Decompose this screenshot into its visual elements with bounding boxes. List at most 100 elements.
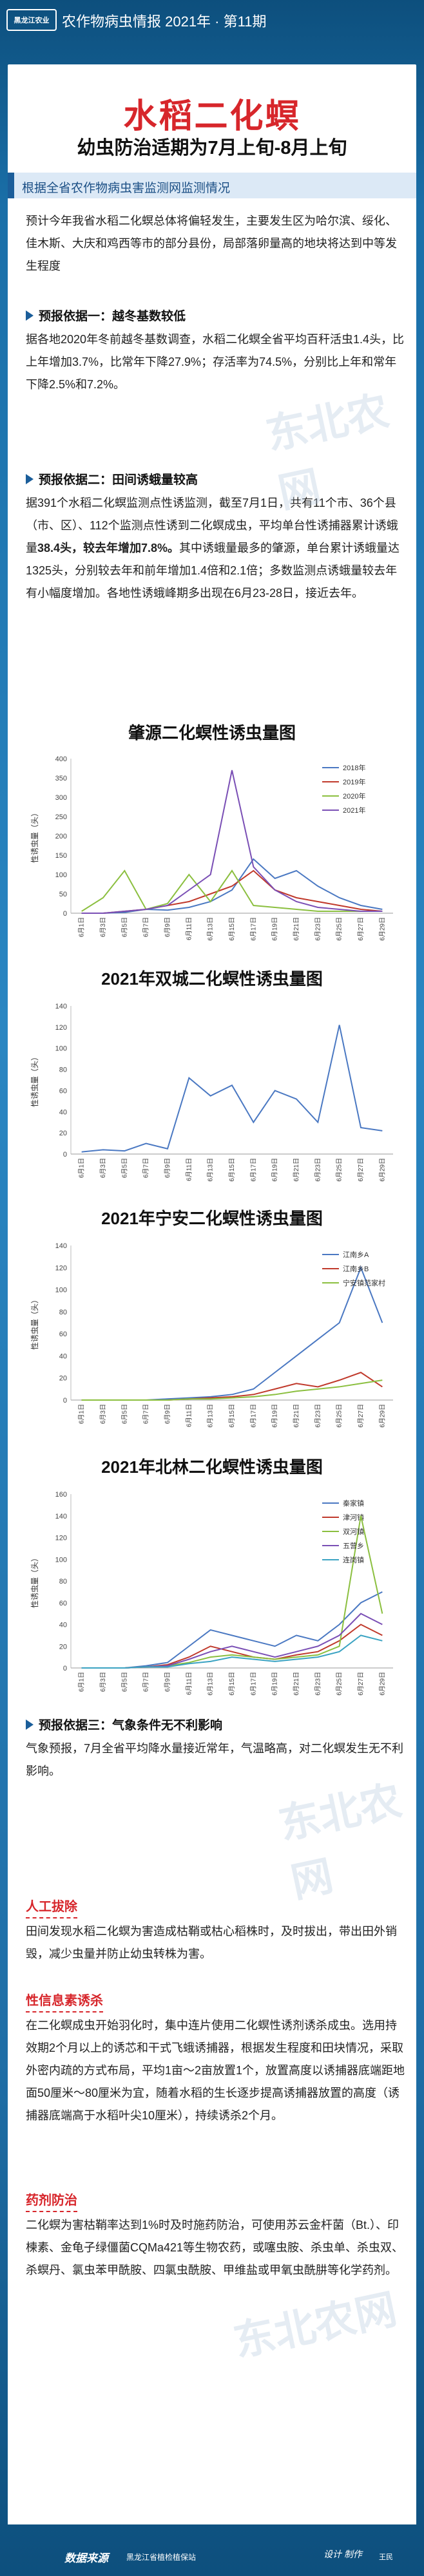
x-tick-label: 6月17日	[249, 1672, 257, 1696]
x-tick-label: 6月29日	[378, 1672, 386, 1696]
x-tick-label: 6月17日	[249, 917, 257, 941]
x-tick-label: 6月9日	[164, 1672, 171, 1692]
series-line	[81, 1025, 383, 1153]
x-tick-label: 6月5日	[120, 1158, 128, 1178]
x-tick-label: 6月9日	[164, 1404, 171, 1424]
y-axis-label: 性诱虫量（头）	[30, 1554, 39, 1608]
legend-label: 2018年	[343, 763, 365, 772]
x-tick-label: 6月29日	[378, 917, 386, 941]
y-tick-label: 140	[55, 1242, 67, 1250]
y-tick-label: 0	[63, 1665, 67, 1672]
chart4: 性诱虫量（头） 0 20 40 60 80 100 120 140 160 6月1日 6月3日 6月5日…	[30, 1491, 393, 1696]
footer: 数据来源 黑龙江省植检植保站 设计 制作 王民	[0, 2537, 424, 2576]
legend-label: 江南乡B	[343, 1265, 369, 1273]
x-tick-label: 6月19日	[271, 917, 279, 941]
x-tick-label: 6月7日	[142, 917, 150, 937]
legend-label: 秦家镇	[343, 1499, 364, 1508]
y-tick-label: 20	[59, 1130, 67, 1137]
legend-label: 五营乡	[343, 1541, 364, 1550]
basis2-title: 预报依据二：田间诱蛾量较高	[39, 473, 198, 487]
section-accent	[8, 173, 14, 198]
x-tick-label: 6月19日	[271, 1672, 279, 1696]
y-tick-label: 0	[63, 1151, 67, 1159]
x-tick-label: 6月1日	[78, 1672, 86, 1692]
y-tick-label: 80	[59, 1309, 67, 1316]
basis3-paragraph: 气象预报，7月全省平均降水量接近常年，气温略高，对二化螟发生无不利影响。	[26, 1742, 404, 1777]
x-tick-label: 6月15日	[228, 1404, 236, 1428]
series-line	[81, 858, 383, 914]
y-tick-label: 140	[55, 1003, 67, 1010]
y-tick-label: 60	[59, 1331, 67, 1338]
x-tick-label: 6月21日	[293, 917, 300, 941]
chart2: 性诱虫量（头） 0 20 40 60 80 100 120 140 6月1日 6月3日 6月5日 6月7…	[30, 1003, 393, 1182]
x-tick-label: 6月3日	[99, 1672, 107, 1692]
y-tick-label: 80	[59, 1066, 67, 1074]
x-tick-label: 6月5日	[120, 1404, 128, 1424]
x-tick-label: 6月13日	[207, 917, 215, 941]
advice-b-text: 在二化螟成虫开始羽化时，集中连片使用二化螟性诱剂诱杀成虫。选用持效期2个月以上的…	[26, 2019, 405, 2122]
x-tick-label: 6月17日	[249, 1158, 257, 1182]
x-tick-label: 6月21日	[293, 1672, 300, 1696]
x-tick-label: 6月25日	[336, 1672, 343, 1696]
basis3-title: 预报依据三：气象条件无不利影响	[39, 1719, 223, 1732]
triangle-icon	[26, 310, 34, 321]
x-tick-label: 6月7日	[142, 1158, 150, 1178]
section-heading: 根据全省农作物病虫害监测网监测情况	[22, 182, 231, 195]
x-tick-label: 6月25日	[336, 1158, 343, 1182]
y-tick-label: 100	[55, 1045, 67, 1053]
x-tick-label: 6月23日	[314, 1672, 322, 1696]
y-tick-label: 300	[55, 794, 67, 802]
x-tick-label: 6月15日	[228, 917, 236, 941]
source-org: 黑龙江省植检植保站	[126, 2553, 197, 2562]
y-axis-label: 性诱虫量（头）	[30, 809, 39, 863]
series-line	[81, 1372, 383, 1401]
main-title: 水稻二化螟	[123, 98, 301, 135]
legend-label: 江南乡A	[343, 1251, 369, 1259]
series-line	[81, 869, 383, 912]
advice-c-title: 药剂防治	[26, 2190, 77, 2212]
y-tick-label: 60	[59, 1600, 67, 1607]
x-tick-label: 6月7日	[142, 1672, 150, 1692]
legend-label: 2020年	[343, 791, 365, 800]
y-tick-label: 60	[59, 1087, 67, 1095]
x-tick-label: 6月5日	[120, 917, 128, 937]
y-tick-label: 120	[55, 1535, 67, 1542]
x-tick-label: 6月23日	[314, 917, 322, 941]
series-line	[81, 1379, 383, 1401]
x-tick-label: 6月27日	[357, 917, 365, 941]
basis1-paragraph: 据各地2020年冬前越冬基数调查，水稻二化螟全省平均百秆活虫1.4头，比上年增加…	[26, 333, 405, 391]
y-tick-label: 120	[55, 1264, 67, 1272]
x-tick-label: 6月15日	[228, 1672, 236, 1696]
series-line	[81, 1613, 383, 1669]
header-banner: 农作物病虫情报 2021年 · 第11期	[62, 14, 267, 30]
advice-card	[8, 1880, 416, 2524]
y-tick-label: 100	[55, 1556, 67, 1564]
chart3-title: 2021年宁安二化螟性诱虫量图	[101, 1209, 323, 1228]
legend-label: 双河镇	[343, 1527, 364, 1536]
y-tick-label: 160	[55, 1491, 67, 1499]
x-tick-label: 6月19日	[271, 1158, 279, 1182]
series-line	[81, 770, 383, 914]
advice-b-title: 性信息素诱杀	[26, 1990, 103, 2012]
x-tick-label: 6月25日	[336, 917, 343, 941]
y-tick-label: 350	[55, 775, 67, 782]
basis1-title: 预报依据一：越冬基数较低	[39, 310, 186, 323]
y-axis-label: 性诱虫量（头）	[30, 1053, 39, 1107]
x-tick-label: 6月17日	[249, 1404, 257, 1428]
legend-label: 宁安镇范家村	[343, 1278, 385, 1287]
x-tick-label: 6月3日	[99, 917, 107, 937]
series-line	[81, 869, 383, 914]
y-tick-label: 80	[59, 1578, 67, 1586]
x-tick-label: 6月15日	[228, 1158, 236, 1182]
source-label: 数据来源	[64, 2552, 108, 2564]
advice-c-text: 二化螟为害枯鞘率达到1%时及时施药防治，可使用苏云金杆菌（Bt.）、印楝素、金龟…	[26, 2219, 404, 2277]
x-tick-label: 6月27日	[357, 1158, 365, 1182]
y-tick-label: 100	[55, 871, 67, 879]
y-tick-label: 200	[55, 833, 67, 840]
basis2-paragraph: 据391个水稻二化螟监测点性诱监测，截至7月1日，共有11个市、36个县（市、区…	[26, 492, 406, 605]
advice-header: 防治建议	[8, 1835, 416, 1874]
x-tick-label: 6月23日	[314, 1404, 322, 1428]
header: 黑龙江农业 农作物病虫情报 2021年 · 第11期	[0, 0, 424, 40]
x-tick-label: 6月23日	[314, 1158, 322, 1182]
x-tick-label: 6月1日	[78, 1404, 86, 1424]
